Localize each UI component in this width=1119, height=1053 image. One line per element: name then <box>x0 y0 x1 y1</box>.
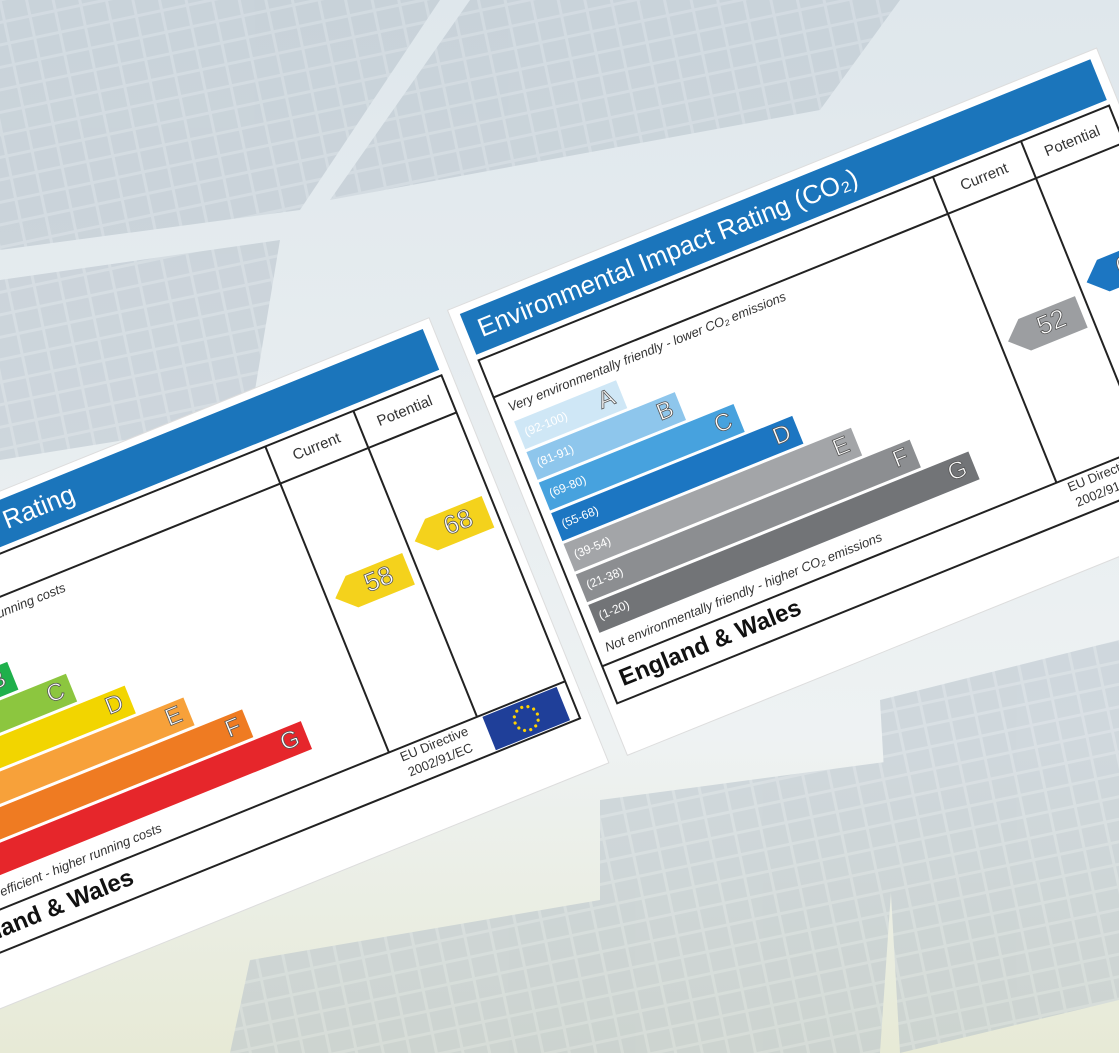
footer-rule <box>601 410 1119 668</box>
band <box>526 392 687 480</box>
footer-rule <box>0 680 566 937</box>
rating-arrow <box>414 495 495 551</box>
body-rule <box>493 212 949 399</box>
eu-star <box>526 705 530 709</box>
band <box>575 439 921 603</box>
column-rule <box>1020 140 1119 448</box>
column-rule <box>931 176 1058 484</box>
frame <box>0 373 582 975</box>
eu-star <box>517 726 521 730</box>
body-rule <box>0 482 281 669</box>
eu-star <box>522 728 527 733</box>
eu-star <box>535 712 539 716</box>
band <box>538 403 745 511</box>
band <box>0 709 254 872</box>
band <box>588 451 980 633</box>
band <box>0 685 136 811</box>
eu-star <box>529 728 533 732</box>
eu-star <box>520 705 524 710</box>
band <box>514 380 628 450</box>
band <box>0 721 313 903</box>
panel-card <box>0 317 610 1026</box>
rating-panel: Environmental Impact Rating (CO₂) Current… <box>446 47 1119 756</box>
eu-star <box>512 715 516 719</box>
rating-panel: Energy Efficiency RatingCurrentPotential… <box>0 317 610 1026</box>
band <box>0 673 78 781</box>
eu-star <box>534 724 538 728</box>
band <box>551 415 804 542</box>
eu-star <box>515 709 519 713</box>
eu-star <box>513 721 517 725</box>
certificate: Energy Efficiency RatingCurrentPotential… <box>0 47 1119 1026</box>
band-letter: E <box>161 701 186 732</box>
eu-star <box>532 707 536 711</box>
eu-star <box>536 718 540 722</box>
column-rule <box>264 446 390 753</box>
rating-arrow <box>335 552 415 608</box>
rating-value: 63 <box>1111 243 1119 282</box>
band <box>563 427 863 572</box>
column-rule <box>352 410 478 718</box>
rating-arrow <box>1008 296 1088 351</box>
eu-flag <box>482 686 571 751</box>
frame <box>477 104 1119 705</box>
band-letter: B <box>653 395 678 426</box>
band <box>0 697 195 842</box>
title-bar <box>0 328 440 625</box>
rating-arrow <box>1086 236 1119 292</box>
band-letter: B <box>0 665 10 696</box>
title-bar <box>459 59 1107 355</box>
